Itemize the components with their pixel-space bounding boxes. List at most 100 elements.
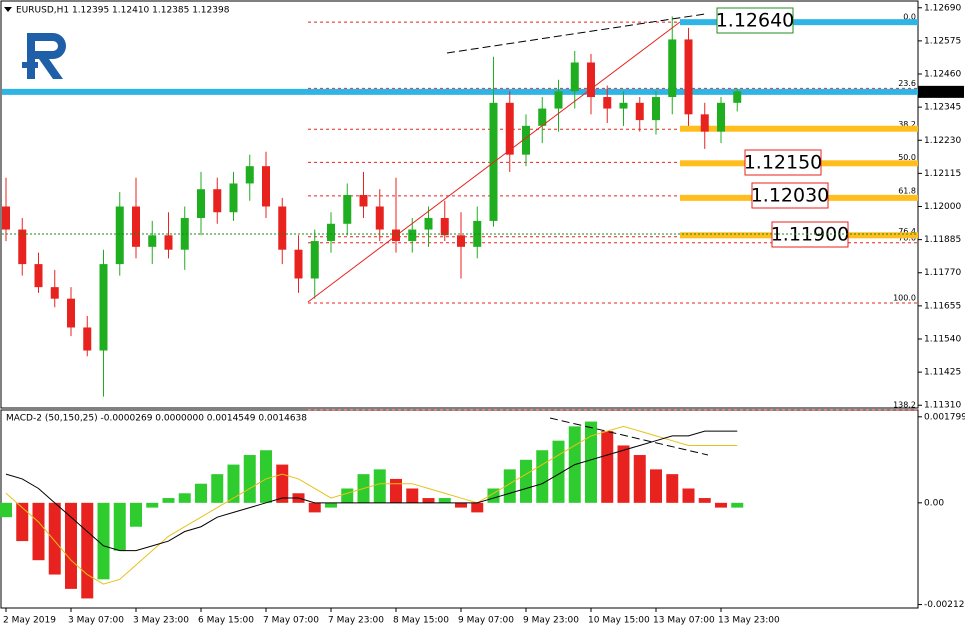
candle-body (132, 206, 140, 247)
histogram-bar (276, 464, 289, 503)
histogram-bar (243, 455, 256, 503)
histogram-bar (341, 488, 354, 503)
x-tick-label: 2 May 2019 (3, 616, 56, 626)
macd-panel: 0.0017992 0.00 -0.0021277 (0, 412, 965, 610)
candle-body (603, 97, 612, 109)
candle-body (733, 91, 742, 103)
histogram-bar (178, 493, 191, 503)
histogram-bar (325, 502, 337, 508)
candle-body (668, 39, 677, 98)
candle-body (554, 91, 563, 109)
x-tick-label: 9 May 07:00 (458, 616, 514, 626)
candle-body (652, 97, 660, 121)
histogram-bar (455, 502, 467, 508)
histogram-bar (211, 474, 224, 503)
candle-body (619, 102, 628, 109)
fib-label: 23.6 (898, 79, 916, 88)
candle-body (83, 327, 92, 351)
candle-body (684, 39, 693, 115)
candle-body (327, 223, 335, 242)
candle-body (67, 298, 75, 328)
price-header: EURUSD,H1 1.12395 1.12410 1.12385 1.1239… (16, 6, 230, 16)
candle-body (99, 264, 108, 351)
histogram-bar (471, 502, 484, 513)
logo-bar (22, 62, 38, 68)
candle-body (229, 183, 238, 213)
x-tick-label: 7 May 23:00 (328, 616, 384, 626)
candle-body (115, 206, 124, 265)
fib-label: 76.4 (898, 227, 916, 236)
candle-body (213, 189, 222, 213)
level-box (716, 7, 794, 34)
y-tick-label: 1.12230 (924, 136, 961, 146)
candle-body (197, 189, 205, 219)
fib-label: 100.0 (893, 293, 916, 302)
x-tick-label: 13 May 07:00 (653, 616, 715, 626)
level-zone (680, 125, 918, 132)
current-price-box (918, 85, 964, 98)
logo-mark (27, 33, 66, 79)
candle-body (180, 218, 189, 250)
x-tick-label: 3 May 07:00 (68, 616, 124, 626)
histogram-bar (585, 421, 597, 503)
candle-body (457, 235, 465, 247)
histogram-bar (48, 502, 61, 575)
candle-body (505, 102, 514, 155)
y-tick-label: 1.12115 (924, 169, 961, 179)
level-label: 1.12640 (716, 10, 795, 32)
y-tick-label: 1.11655 (924, 301, 961, 311)
candle-body (2, 206, 10, 230)
header-arrow (4, 7, 12, 12)
y-tick-label: 1.11770 (924, 268, 961, 278)
x-tick-label: 13 May 23:00 (718, 616, 780, 626)
y-tick-label: 1.11425 (924, 368, 961, 378)
candle-body (424, 218, 433, 230)
histogram-bar (406, 488, 419, 503)
y-tick-label: 0.00 (924, 498, 944, 508)
candle-body (34, 264, 43, 288)
y-tick-label: 1.12345 (924, 103, 961, 113)
histogram-bar (162, 498, 175, 503)
level-box (744, 149, 822, 176)
x-tick-label: 3 May 23:00 (133, 616, 189, 626)
y-tick-label: 1.12000 (924, 202, 961, 212)
y-tick-label: 1.12690 (924, 3, 961, 13)
fib-diagonal (307, 21, 681, 303)
signal-line (5, 425, 738, 585)
histogram-bar (438, 498, 451, 503)
current-price-label: 1.12398 (921, 87, 958, 97)
candle-body (343, 194, 352, 224)
histogram-bar (617, 445, 630, 503)
y-tick-label: 1.12575 (924, 36, 961, 46)
candle-body (148, 235, 157, 247)
histogram-bar (390, 478, 402, 503)
fib-label: 61.8 (898, 186, 916, 195)
candle-body (18, 229, 27, 265)
macd-trend-line (549, 417, 709, 456)
histogram-bar (601, 431, 614, 503)
histogram-bar (227, 464, 240, 503)
level-box (751, 182, 829, 209)
x-tick-label: 7 May 07:00 (263, 616, 319, 626)
candle-body (50, 287, 59, 299)
x-tick-label: 10 May 15:00 (588, 616, 650, 626)
candle-body (570, 62, 579, 92)
candle-body (717, 102, 725, 132)
candle-body (440, 218, 449, 236)
histogram-bar (682, 488, 695, 503)
price-panel: 1.12690 1.12575 1.12460 1.12345 1.12230 1.121… (2, 3, 964, 411)
candle-body (375, 206, 384, 230)
histogram-bar (650, 469, 662, 503)
histogram-bar (65, 502, 77, 589)
level-zone (680, 19, 918, 26)
main-line (5, 430, 738, 552)
candle-body (700, 114, 709, 132)
y-tick-label: 1.11540 (924, 334, 961, 344)
candle-body (294, 249, 303, 279)
macd-header: MACD-2 (50,150,25) -0.0000269 0.0000000 … (6, 414, 307, 424)
candle-body (587, 62, 595, 98)
candle-body (164, 235, 173, 250)
histogram-bar (520, 459, 532, 503)
